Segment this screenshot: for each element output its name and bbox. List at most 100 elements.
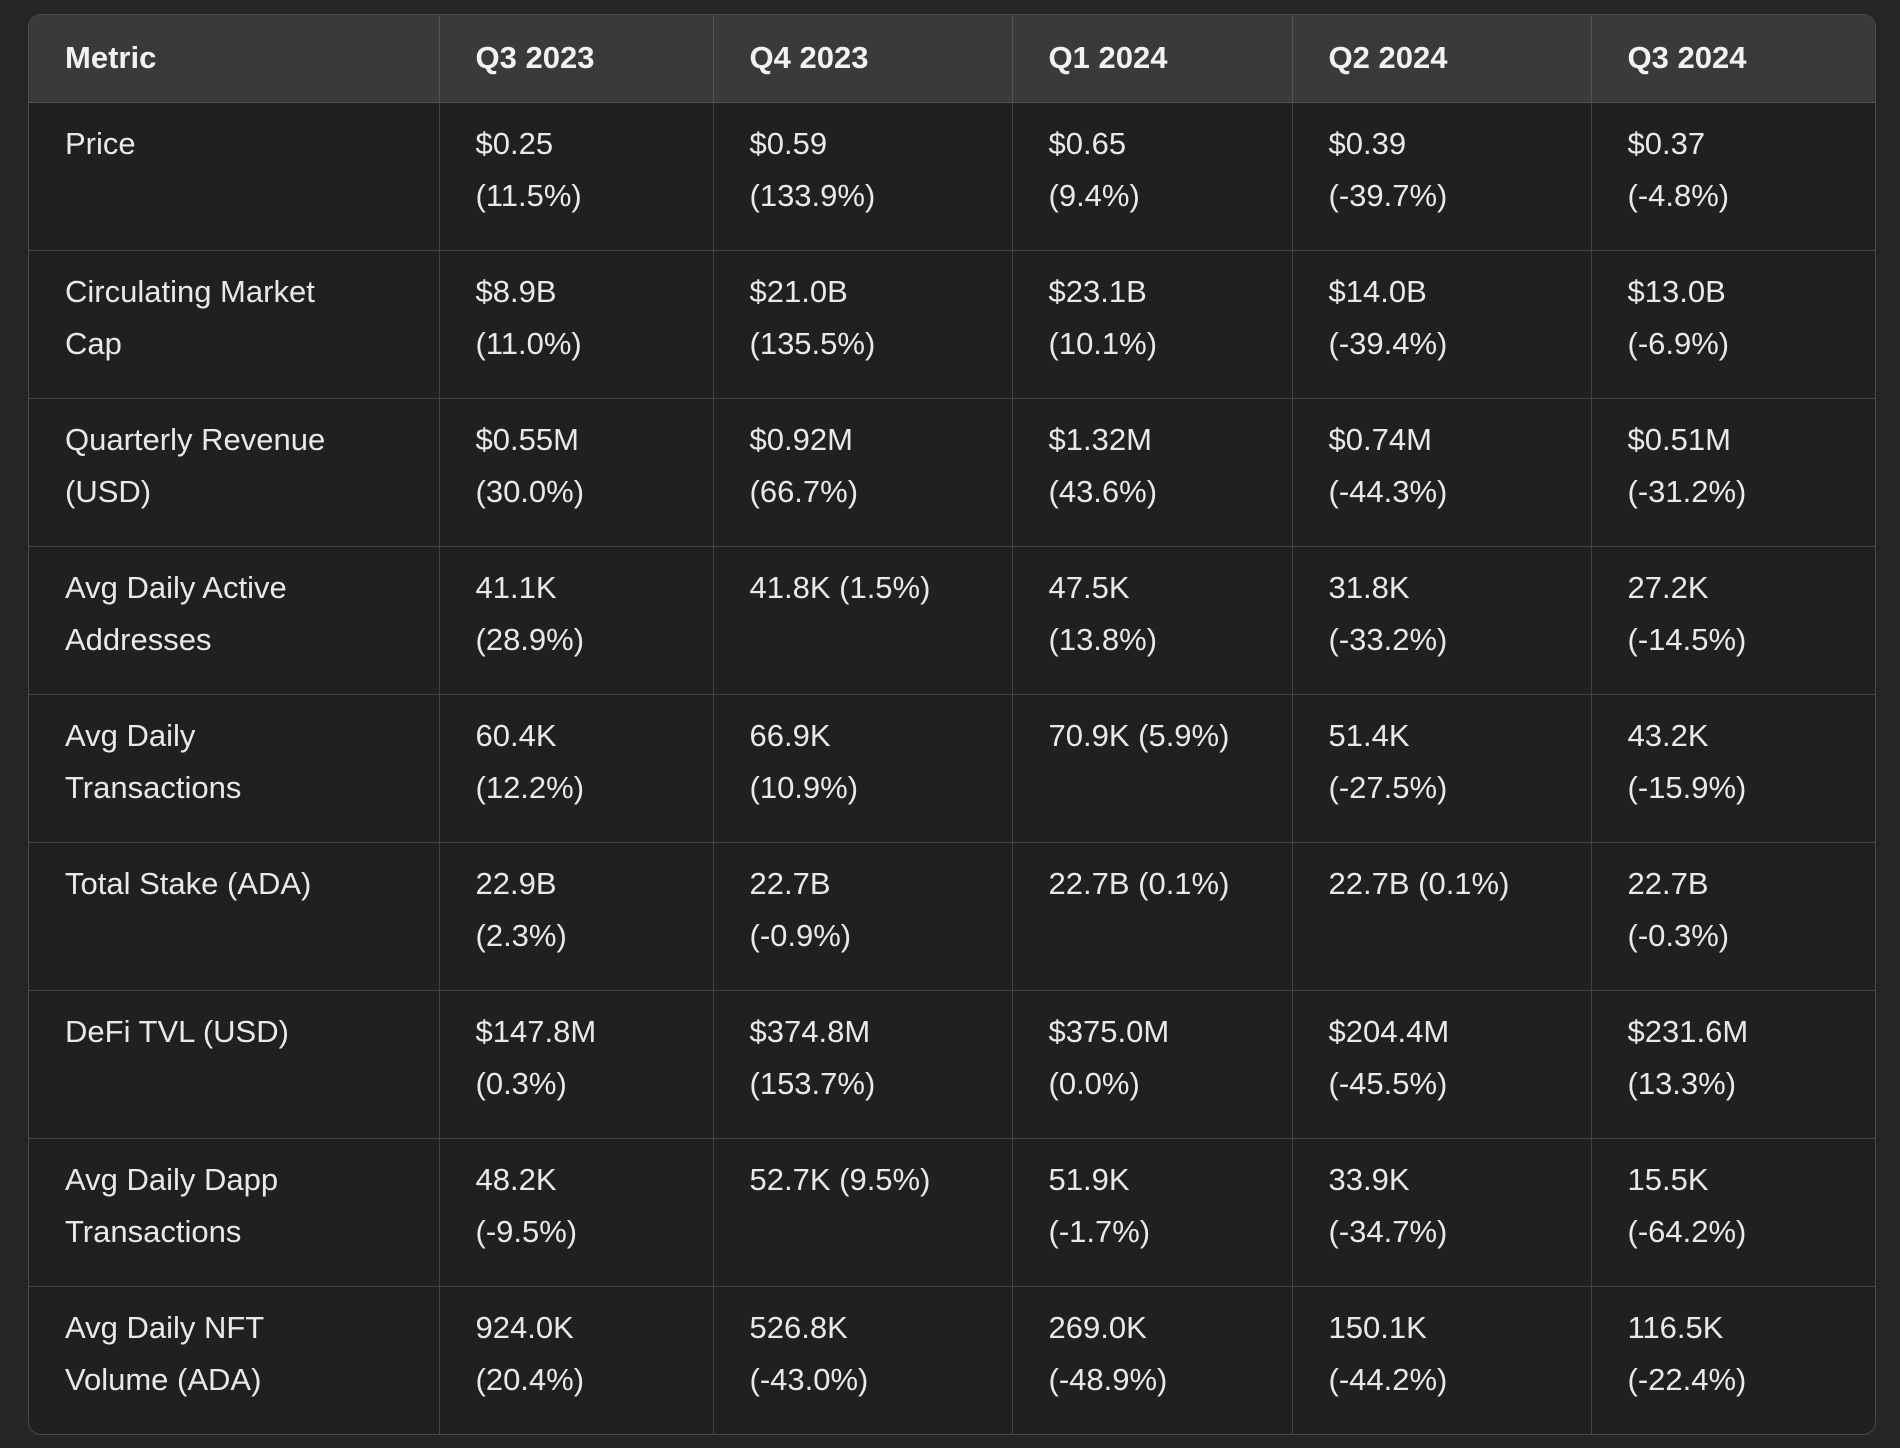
header-row: Metric Q3 2023 Q4 2023 Q1 2024 Q2 2024 Q3 202… <box>29 15 1875 103</box>
cell-line: 924.0K <box>475 1309 574 1345</box>
cell-line: Transactions <box>65 1213 242 1249</box>
cell-line: (10.1%) <box>1048 325 1158 361</box>
cell-line: $231.6M <box>1627 1013 1749 1049</box>
table-body: Price $0.25 (11.5%) $0.59 (133.9%) $0.65 (9.4%… <box>29 102 1875 1434</box>
value-cell: 27.2K (-14.5%) <box>1591 546 1875 695</box>
cell-line: (-44.3%) <box>1328 473 1448 509</box>
value-cell: 116.5K (-22.4%) <box>1591 1286 1875 1434</box>
cell-line: (-39.4%) <box>1328 325 1448 361</box>
value-cell: 66.9K (10.9%) <box>713 694 1013 843</box>
value-cell: 15.5K (-64.2%) <box>1591 1138 1875 1287</box>
cell-line: (135.5%) <box>749 325 876 361</box>
value-cell: 22.9B (2.3%) <box>439 842 714 991</box>
cell-line: (-33.2%) <box>1328 621 1448 657</box>
cell-line: (-0.3%) <box>1627 917 1730 953</box>
cell-line: 150.1K <box>1328 1309 1427 1345</box>
value-cell: 70.9K (5.9%) <box>1012 694 1293 843</box>
cell-line: 526.8K <box>749 1309 848 1345</box>
cell-line: $0.59 <box>749 125 828 161</box>
metric-label-cell: Quarterly Revenue (USD) <box>29 398 440 547</box>
cell-line: DeFi TVL (USD) <box>65 1013 289 1049</box>
cell-line: $0.37 <box>1627 125 1706 161</box>
cell-line: 269.0K <box>1048 1309 1147 1345</box>
cell-line: (-44.2%) <box>1328 1361 1448 1397</box>
value-cell: $231.6M (13.3%) <box>1591 990 1875 1139</box>
table-header: Metric Q3 2023 Q4 2023 Q1 2024 Q2 2024 Q3 202… <box>29 15 1875 103</box>
cell-line: $13.0B <box>1627 273 1726 309</box>
cell-line: $0.65 <box>1048 125 1127 161</box>
value-cell: $0.55M (30.0%) <box>439 398 714 547</box>
cell-line: (-4.8%) <box>1627 177 1730 213</box>
cell-line: (43.6%) <box>1048 473 1158 509</box>
cell-line: (-0.9%) <box>749 917 852 953</box>
metric-label-cell: Avg Daily Transactions <box>29 694 440 843</box>
value-cell: $0.92M (66.7%) <box>713 398 1013 547</box>
cell-line: Avg Daily NFT <box>65 1309 265 1345</box>
value-cell: 60.4K (12.2%) <box>439 694 714 843</box>
cell-line: (-64.2%) <box>1627 1213 1747 1249</box>
cell-line: (11.5%) <box>475 177 582 213</box>
value-cell: $0.74M (-44.3%) <box>1292 398 1592 547</box>
cell-line: (13.3%) <box>1627 1065 1737 1101</box>
cell-line: (11.0%) <box>475 325 582 361</box>
cell-line: (13.8%) <box>1048 621 1158 657</box>
value-cell: 924.0K (20.4%) <box>439 1286 714 1434</box>
cell-line: (28.9%) <box>475 621 585 657</box>
cell-line: (20.4%) <box>475 1361 585 1397</box>
value-cell: $8.9B (11.0%) <box>439 250 714 399</box>
cell-line: $21.0B <box>749 273 848 309</box>
value-cell: $23.1B (10.1%) <box>1012 250 1293 399</box>
cell-line: 48.2K <box>475 1161 557 1197</box>
value-cell: $147.8M (0.3%) <box>439 990 714 1139</box>
metric-label-cell: Avg Daily Active Addresses <box>29 546 440 695</box>
value-cell: 52.7K (9.5%) <box>713 1138 1013 1287</box>
cell-line: (-22.4%) <box>1627 1361 1747 1397</box>
cell-line: (133.9%) <box>749 177 876 213</box>
cell-line: 116.5K <box>1627 1309 1724 1345</box>
cell-line: Avg Daily <box>65 717 196 753</box>
value-cell: 51.4K (-27.5%) <box>1292 694 1592 843</box>
cell-line: (-15.9%) <box>1627 769 1747 805</box>
cell-line: (-45.5%) <box>1328 1065 1448 1101</box>
cell-line: Quarterly Revenue <box>65 421 326 457</box>
table-row: Avg Daily NFT Volume (ADA) 924.0K (20.4%) 52… <box>29 1286 1875 1434</box>
value-cell: $0.51M (-31.2%) <box>1591 398 1875 547</box>
value-cell: $21.0B (135.5%) <box>713 250 1013 399</box>
table-row: Avg Daily Dapp Transactions 48.2K (-9.5%) 52… <box>29 1138 1875 1287</box>
cell-line: 27.2K <box>1627 569 1709 605</box>
value-cell: $204.4M (-45.5%) <box>1292 990 1592 1139</box>
metric-label-cell: Price <box>29 102 440 251</box>
cell-line: 41.1K <box>475 569 557 605</box>
cell-line: (-6.9%) <box>1627 325 1730 361</box>
metric-label-cell: Avg Daily NFT Volume (ADA) <box>29 1286 440 1434</box>
cell-line: (30.0%) <box>475 473 585 509</box>
value-cell: 33.9K (-34.7%) <box>1292 1138 1592 1287</box>
cell-line: (9.4%) <box>1048 177 1140 213</box>
cell-line: (0.3%) <box>475 1065 567 1101</box>
cell-line: (10.9%) <box>749 769 859 805</box>
cell-line: (12.2%) <box>475 769 585 805</box>
value-cell: 41.8K (1.5%) <box>713 546 1013 695</box>
cell-line: Price <box>65 125 136 161</box>
cell-line: 43.2K <box>1627 717 1709 753</box>
column-header: Q2 2024 <box>1292 15 1592 103</box>
table-row: Total Stake (ADA) 22.9B (2.3%) 22.7B (-0.9%)… <box>29 842 1875 991</box>
column-header: Metric <box>29 15 440 103</box>
value-cell: 51.9K (-1.7%) <box>1012 1138 1293 1287</box>
cell-line: Total Stake (ADA) <box>65 865 312 901</box>
cell-line: Cap <box>65 325 122 361</box>
metric-label-cell: Circulating Market Cap <box>29 250 440 399</box>
value-cell: $0.25 (11.5%) <box>439 102 714 251</box>
cell-line: (153.7%) <box>749 1065 876 1101</box>
cell-line: $204.4M <box>1328 1013 1450 1049</box>
cell-line: (0.0%) <box>1048 1065 1140 1101</box>
cell-line: 51.4K <box>1328 717 1410 753</box>
value-cell: $14.0B (-39.4%) <box>1292 250 1592 399</box>
cell-line: Volume (ADA) <box>65 1361 262 1397</box>
cell-line: (2.3%) <box>475 917 567 953</box>
metric-label-cell: Total Stake (ADA) <box>29 842 440 991</box>
value-cell: 31.8K (-33.2%) <box>1292 546 1592 695</box>
cell-line: Avg Daily Active <box>65 569 287 605</box>
value-cell: $1.32M (43.6%) <box>1012 398 1293 547</box>
